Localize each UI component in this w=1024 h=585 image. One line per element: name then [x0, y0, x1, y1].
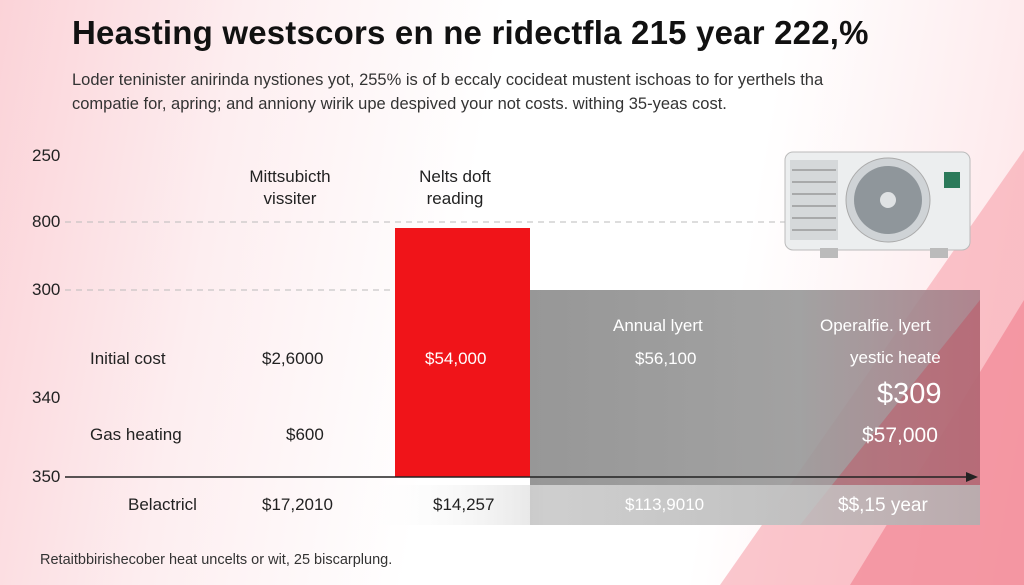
bottom-band: [365, 485, 980, 525]
pink-shape: [800, 300, 980, 525]
cell: $54,000: [425, 349, 487, 368]
header-line: vissiter: [263, 189, 317, 208]
axis-arrow: [966, 472, 978, 482]
cell: $$,15 year: [838, 495, 928, 516]
cell: $600: [286, 425, 324, 444]
title: Heasting westscors en ne ridectfla 215 y…: [72, 14, 869, 51]
column-header: Mittsubicth vissiter: [235, 166, 345, 210]
cell: $14,257: [433, 495, 495, 514]
cell: $17,2010: [262, 495, 333, 514]
cell: $57,000: [862, 424, 938, 447]
row-label: Gas heating: [90, 425, 182, 444]
y-label: 350: [32, 467, 61, 486]
y-label: 250: [32, 146, 61, 165]
y-label: 800: [32, 212, 61, 231]
cell: $113,9010: [625, 495, 705, 514]
row-label: Belactricl: [128, 495, 197, 514]
cell: $56,100: [635, 349, 697, 368]
row-label: Initial cost: [90, 349, 166, 368]
header-line: reading: [426, 189, 484, 208]
header-line: Nelts doft: [419, 167, 491, 186]
column-header: Annual lyert: [613, 316, 703, 335]
column-header: yestic heate: [850, 348, 941, 367]
cell: $2,6000: [262, 349, 324, 368]
header-line: Mittsubicth: [249, 167, 331, 186]
footer: Retaitbbirishecober heat uncelts or wit,…: [40, 552, 393, 568]
subtitle: compatie for, apring; and anniony wirik …: [72, 95, 727, 113]
y-label: 340: [32, 388, 61, 407]
column-header: Nelts doft reading: [400, 166, 510, 210]
column-header: Operalfie. lyert: [820, 316, 931, 335]
red-bar: [395, 228, 530, 477]
subtitle: Loder teninister anirinda nystiones yot,…: [72, 71, 824, 89]
ac-unit-icon: [784, 151, 971, 258]
cell: $309: [877, 378, 942, 410]
y-label: 300: [32, 280, 61, 299]
